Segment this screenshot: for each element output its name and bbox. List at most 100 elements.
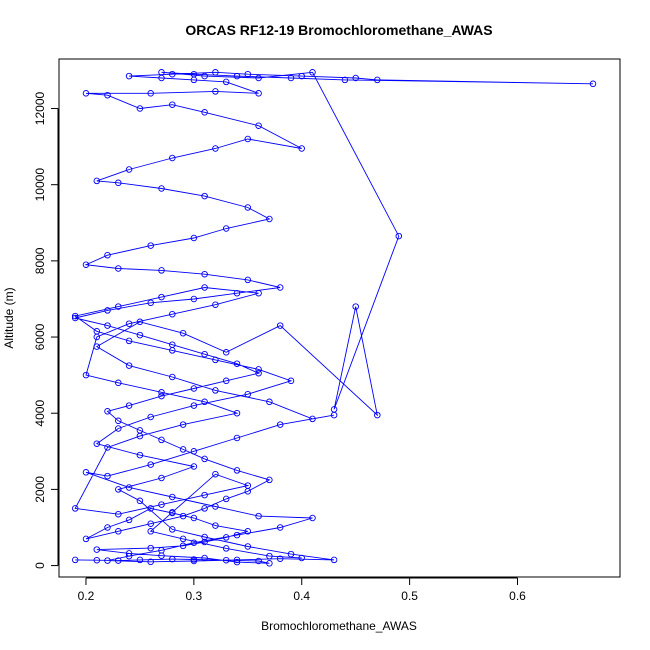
data-point <box>222 349 230 356</box>
data-point <box>115 425 122 432</box>
data-point <box>158 69 165 76</box>
data-point <box>136 451 144 459</box>
data-point <box>115 303 122 310</box>
data-point <box>244 482 252 489</box>
data-point <box>190 514 198 522</box>
data-point <box>255 557 262 565</box>
data-point <box>298 145 305 152</box>
data-point <box>222 225 230 232</box>
data-point <box>309 514 316 522</box>
data-point <box>266 398 273 406</box>
data-point <box>158 501 165 508</box>
data-point <box>71 312 79 320</box>
data-point <box>93 177 101 185</box>
data-point <box>244 70 252 78</box>
data-point <box>244 204 252 211</box>
data-point <box>266 215 273 223</box>
data-point <box>244 276 252 284</box>
data-point <box>169 310 176 318</box>
data-point <box>255 366 262 373</box>
data-point <box>287 550 295 558</box>
data-point <box>147 242 154 249</box>
data-point <box>104 557 111 564</box>
data-point <box>298 72 305 80</box>
data-point <box>255 74 262 82</box>
y-tick-label: 6000 <box>33 323 47 350</box>
data-point <box>136 331 144 339</box>
data-point <box>115 179 122 187</box>
data-point <box>233 556 241 564</box>
data-point <box>233 289 241 297</box>
data-point <box>93 333 101 341</box>
data-point <box>179 446 187 453</box>
data-layer <box>71 69 597 567</box>
data-point <box>222 545 230 552</box>
data-point <box>244 390 252 398</box>
data-point <box>169 493 176 501</box>
data-point <box>212 503 219 510</box>
data-point <box>255 90 262 97</box>
data-point <box>169 526 176 533</box>
data-point <box>352 303 359 310</box>
data-point <box>179 542 187 550</box>
data-point <box>287 377 295 385</box>
data-point <box>136 497 144 505</box>
data-point <box>201 455 208 463</box>
data-point <box>158 436 165 444</box>
data-point <box>125 402 133 409</box>
x-tick-label: 0.6 <box>509 589 526 603</box>
data-point <box>93 343 101 350</box>
data-point <box>266 552 273 560</box>
data-point <box>158 547 165 554</box>
data-point <box>276 284 284 291</box>
data-point <box>212 387 219 394</box>
data-point <box>212 69 219 76</box>
data-point <box>212 301 219 308</box>
data-point <box>374 411 381 419</box>
data-point <box>104 251 111 259</box>
data-point <box>233 409 241 417</box>
data-point <box>104 524 111 531</box>
data-point <box>212 88 219 95</box>
data-point <box>255 122 262 129</box>
data-point <box>222 495 230 503</box>
data-point <box>244 135 252 143</box>
data-point <box>158 185 165 192</box>
data-point <box>212 145 219 152</box>
data-point <box>125 552 133 560</box>
data-point <box>276 421 284 428</box>
data-point <box>201 538 208 546</box>
data-point <box>201 398 208 406</box>
data-point <box>147 558 154 566</box>
data-point <box>71 505 79 512</box>
data-point <box>276 555 284 562</box>
data-point <box>190 234 198 242</box>
data-point <box>115 379 122 387</box>
data-point <box>255 289 262 297</box>
data-point <box>147 299 154 307</box>
data-point <box>82 90 90 97</box>
data-point <box>179 329 187 337</box>
data-point <box>147 413 154 421</box>
data-point <box>201 284 208 291</box>
data-point <box>374 76 381 84</box>
data-point <box>190 448 198 455</box>
data-point <box>244 528 252 535</box>
data-point <box>201 270 208 278</box>
data-point <box>93 556 101 564</box>
data-point <box>190 402 198 409</box>
data-point <box>104 91 111 99</box>
data-point <box>190 463 198 470</box>
y-tick-label: 2000 <box>33 476 47 503</box>
x-axis: 0.2 0.3 0.4 0.5 0.6 <box>78 577 526 603</box>
data-point <box>201 109 208 116</box>
y-axis: 0 2000 4000 6000 8000 10000 12000 <box>33 92 59 569</box>
data-point <box>158 267 165 274</box>
data-point <box>169 555 176 563</box>
data-point <box>125 516 133 524</box>
data-point <box>125 72 133 80</box>
data-point <box>169 154 176 162</box>
data-point <box>233 434 241 442</box>
data-point <box>125 484 133 491</box>
